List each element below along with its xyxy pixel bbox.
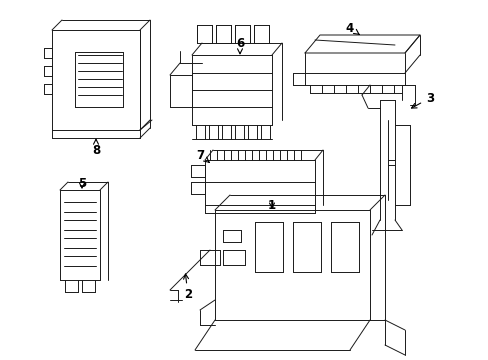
Text: 3: 3 [411,91,433,108]
Text: 7: 7 [196,149,209,162]
Text: 6: 6 [235,36,244,54]
Text: 1: 1 [267,198,276,212]
Text: 8: 8 [92,139,100,157]
Text: 2: 2 [183,274,192,302]
Text: 5: 5 [78,176,86,189]
Text: 4: 4 [345,22,359,35]
